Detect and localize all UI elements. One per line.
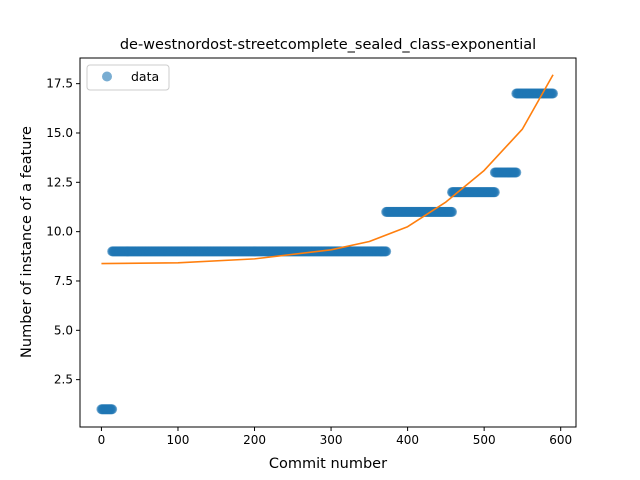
x-tick-label: 200 [243, 433, 266, 447]
data-point [381, 246, 392, 257]
fit-layer [101, 74, 554, 265]
data-point [447, 206, 457, 217]
y-axis-ticks: 2.5 5.0 7.5 10.0 12.5 15.0 17.5 [46, 77, 80, 387]
y-tick-label: 5.0 [54, 323, 73, 337]
data-point [489, 187, 500, 198]
y-tick-label: 17.5 [46, 77, 73, 91]
y-axis-label: Number of instance of a feature [19, 126, 35, 358]
y-tick-label: 12.5 [46, 175, 73, 189]
x-tick-label: 0 [98, 433, 106, 447]
data-layer [96, 88, 559, 415]
data-point [107, 404, 118, 415]
data-point [548, 88, 559, 99]
x-axis-ticks: 0 100 200 300 400 500 600 [98, 427, 572, 447]
legend-label: data [131, 69, 159, 84]
y-tick-label: 10.0 [46, 225, 73, 239]
x-axis-label: Commit number [269, 456, 387, 472]
x-tick-label: 300 [320, 433, 343, 447]
plot-frame [79, 57, 577, 428]
x-tick-label: 400 [396, 433, 419, 447]
chart-title: de-westnordost-streetcomplete_sealed_cla… [120, 37, 536, 53]
x-tick-label: 100 [167, 433, 190, 447]
legend-box [86, 64, 170, 91]
legend-marker [102, 71, 112, 82]
y-tick-label: 15.0 [46, 126, 73, 140]
data-point [511, 167, 522, 178]
x-tick-label: 500 [473, 433, 496, 447]
y-tick-label: 2.5 [54, 373, 73, 387]
y-tick-label: 7.5 [54, 274, 73, 288]
x-tick-label: 600 [549, 433, 572, 447]
fit-curve [101, 74, 554, 265]
legend: data [86, 64, 170, 91]
